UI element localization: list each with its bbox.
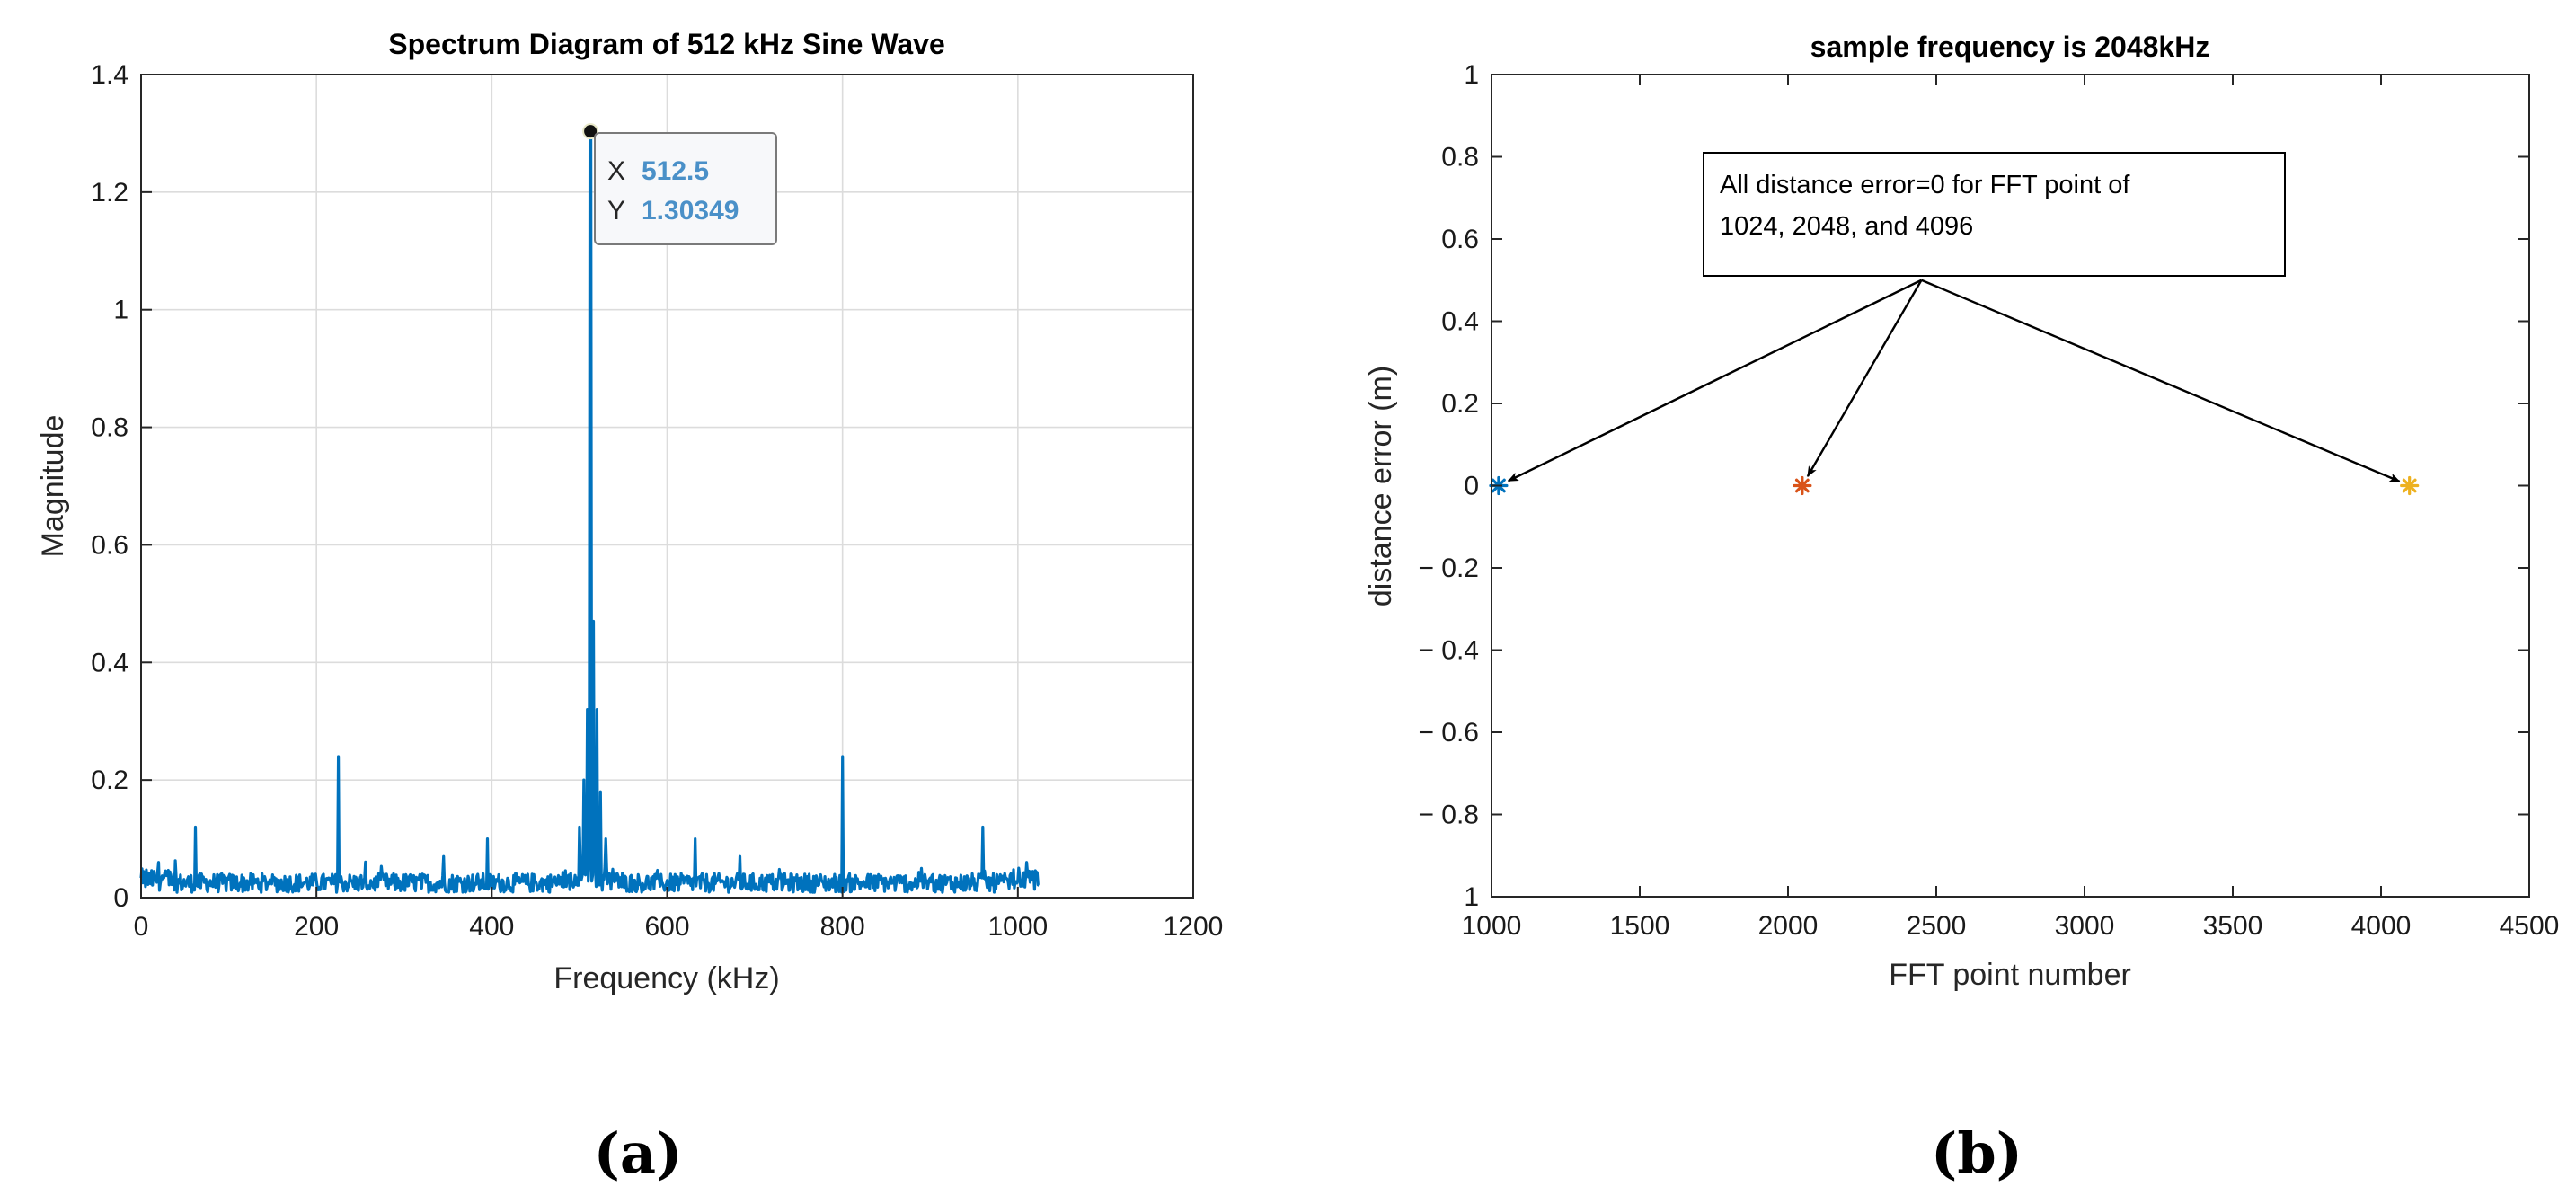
x-tick-label: 1000 — [987, 912, 1048, 942]
y-tick-label: 0.6 — [91, 530, 128, 560]
annotation-arrow — [1507, 279, 1923, 482]
y-tick-label: − 0.4 — [1418, 636, 1479, 666]
annotation-arrows — [1507, 279, 2401, 482]
y-tick-label: − 0.8 — [1418, 801, 1479, 830]
annotation-line-2: 1024, 2048, and 4096 — [1720, 212, 1973, 241]
y-tick-label: 0 — [1464, 472, 1479, 501]
y-tick-label: 1.4 — [91, 60, 128, 90]
x-tick-label: 4500 — [2500, 911, 2560, 941]
panel-label-a: (a) — [594, 1120, 683, 1186]
datatip-y-label: Y — [607, 196, 625, 226]
datatip[interactable]: X 512.5 Y 1.30349 — [582, 123, 777, 245]
y-tick-label: 0.6 — [1441, 225, 1479, 254]
y-tick-label: 0 — [113, 883, 128, 913]
x-tick-label: 1500 — [1610, 911, 1670, 941]
y-tick-label: 0.4 — [1441, 307, 1479, 337]
ticks: 1000 1500 2000 2500 3000 3500 4000 4500 1 0.8 0.6 0… — [1418, 60, 2559, 941]
chart-title: Spectrum Diagram of 512 kHz Sine Wave — [388, 28, 944, 60]
ticks: 0 200 400 600 800 1000 1200 0 0.2 0.4 0.6 0.8 1 1.2 1.… — [91, 60, 1223, 942]
datatip-x-value: 512.5 — [642, 156, 709, 186]
points — [1489, 475, 2420, 496]
y-axis-label: distance error (m) — [1364, 366, 1398, 606]
y-tick-label: 0.8 — [91, 413, 128, 443]
datatip-box — [594, 132, 777, 245]
annotation: All distance error=0 for FFT point of 10… — [1507, 152, 2401, 482]
annotation-arrow — [1921, 279, 2401, 482]
y-tick-label: 1 — [1464, 60, 1479, 90]
x-tick-label: 2500 — [1907, 911, 1967, 941]
datatip-marker[interactable] — [582, 123, 599, 140]
y-tick-label: 0.4 — [91, 648, 128, 677]
x-tick-label: 200 — [294, 912, 339, 942]
distance-error-chart: 1000 1500 2000 2500 3000 3500 4000 4500 1 0.8 0.6 0… — [1364, 31, 2559, 992]
annotation-line-1: All distance error=0 for FFT point of — [1720, 171, 2130, 199]
spectrum-chart: 0 200 400 600 800 1000 1200 0 0.2 0.4 0.6 0.8 1 1.2 1.… — [36, 28, 1223, 996]
y-tick-label: − 0.6 — [1418, 718, 1479, 748]
x-tick-label: 2000 — [1758, 911, 1819, 941]
panel-label-b: (b) — [1931, 1120, 2023, 1186]
y-tick-label: 1 — [1464, 882, 1479, 912]
x-tick-label: 1200 — [1164, 912, 1224, 942]
x-tick-label: 4000 — [2351, 911, 2412, 941]
x-axis-label: Frequency (kHz) — [553, 961, 779, 996]
x-tick-label: 3500 — [2203, 911, 2263, 941]
x-tick-label: 0 — [134, 912, 149, 942]
data-point-4096[interactable] — [2400, 475, 2420, 496]
y-tick-label: 1.2 — [91, 178, 128, 208]
y-tick-label: 0.8 — [1441, 143, 1479, 173]
x-tick-label: 600 — [644, 912, 689, 942]
chart-title: sample frequency is 2048kHz — [1810, 31, 2210, 63]
x-tick-label: 3000 — [2055, 911, 2115, 941]
datatip-x-label: X — [607, 156, 625, 186]
x-tick-label: 400 — [469, 912, 514, 942]
x-axis-label: FFT point number — [1889, 958, 2131, 992]
datatip-y-value: 1.30349 — [642, 196, 739, 226]
y-tick-label: 1 — [113, 296, 128, 325]
data-point-2048[interactable] — [1793, 475, 1812, 496]
y-tick-label: 0.2 — [91, 766, 128, 795]
y-axis-label: Magnitude — [36, 415, 70, 558]
x-tick-label: 1000 — [1462, 911, 1522, 941]
annotation-box — [1703, 152, 2286, 277]
y-tick-label: 0.2 — [1441, 389, 1479, 419]
annotation-arrow — [1806, 279, 1923, 477]
x-tick-label: 800 — [820, 912, 865, 942]
y-tick-label: − 0.2 — [1418, 553, 1479, 583]
